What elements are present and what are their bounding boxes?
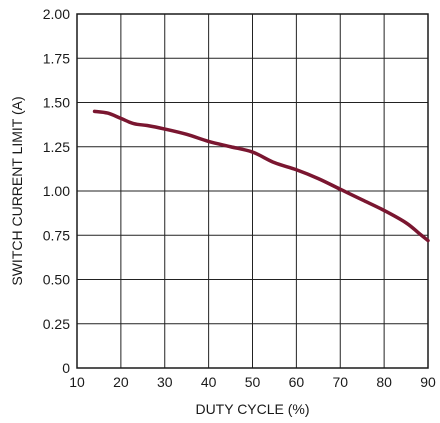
y-tick-label: 1.00 <box>43 183 70 199</box>
y-tick-label: 2.00 <box>43 6 70 22</box>
x-tick-label: 60 <box>289 374 305 390</box>
y-tick-label: 0.75 <box>43 227 70 243</box>
x-tick-label: 80 <box>376 374 392 390</box>
x-axis-label: DUTY CYCLE (%) <box>195 401 309 417</box>
x-tick-label: 90 <box>420 374 436 390</box>
x-tick-label: 20 <box>113 374 129 390</box>
x-tick-label: 70 <box>332 374 348 390</box>
y-tick-label: 1.50 <box>43 95 70 111</box>
series-group <box>92 109 430 243</box>
x-tick-label: 10 <box>69 374 85 390</box>
x-tick-label: 50 <box>245 374 261 390</box>
y-tick-label: 1.25 <box>43 139 70 155</box>
y-tick-label: 0.50 <box>43 272 70 288</box>
grid <box>76 13 429 369</box>
y-tick-label: 1.75 <box>43 50 70 66</box>
series-line <box>92 109 430 243</box>
y-tick-label: 0.25 <box>43 316 70 332</box>
x-tick-labels: 10 20 30 40 50 60 70 80 90 <box>69 374 436 390</box>
y-axis-label: SWITCH CURRENT LIMIT (A) <box>9 96 25 285</box>
y-tick-labels: 0 0.25 0.50 0.75 1.00 1.25 1.50 1.75 2.00 <box>43 6 70 376</box>
x-tick-label: 30 <box>157 374 173 390</box>
y-tick-label: 0 <box>62 360 70 376</box>
plot-frame <box>76 13 429 369</box>
x-tick-label: 40 <box>201 374 217 390</box>
